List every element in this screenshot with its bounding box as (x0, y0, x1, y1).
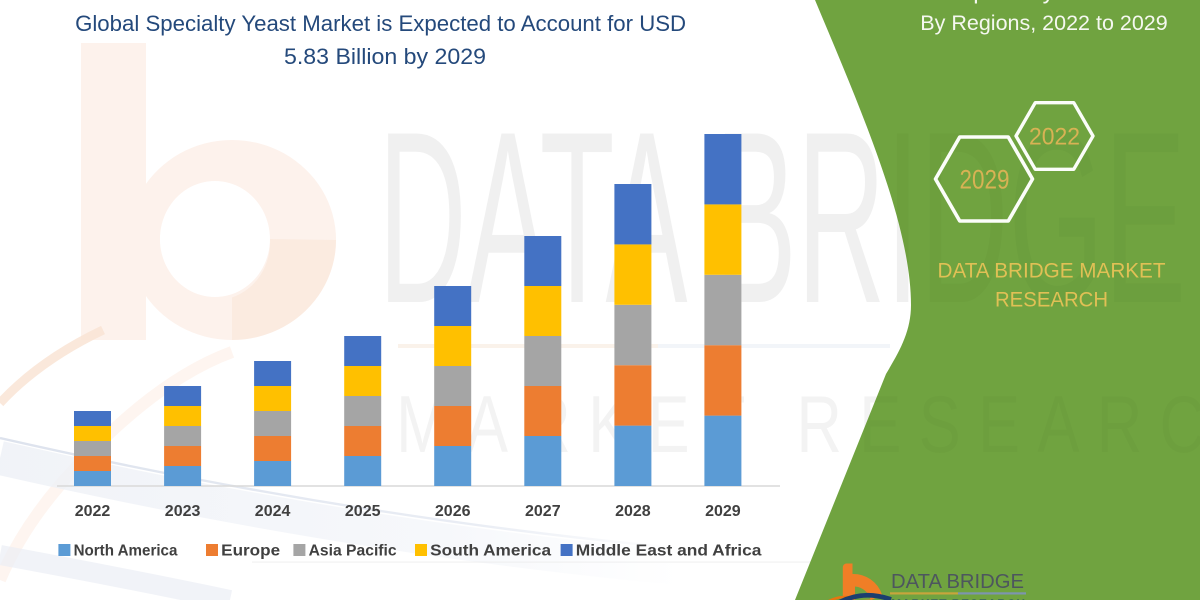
svg-text:North America: North America (74, 543, 178, 560)
svg-text:2028: 2028 (615, 503, 651, 520)
svg-text:2026: 2026 (435, 503, 471, 520)
svg-text:Europe: Europe (221, 543, 280, 560)
svg-text:Global Specialty Yeast Market: Global Specialty Yeast Market is Expecte… (75, 11, 686, 36)
svg-text:Middle East and Africa: Middle East and Africa (576, 543, 762, 560)
svg-text:2023: 2023 (165, 503, 201, 520)
svg-text:2029: 2029 (960, 165, 1010, 195)
svg-text:2029: 2029 (705, 503, 741, 520)
svg-text:By Regions, 2022 to 2029: By Regions, 2022 to 2029 (920, 11, 1167, 35)
svg-text:2022: 2022 (75, 503, 111, 520)
svg-text:2025: 2025 (345, 503, 381, 520)
svg-text:5.83 Billion by 2029: 5.83 Billion by 2029 (284, 44, 486, 69)
svg-text:MARKET RESEARCH: MARKET RESEARCH (891, 597, 1025, 600)
svg-text:Asia Pacific: Asia Pacific (309, 543, 397, 560)
svg-text:DATA BRIDGE MARKET: DATA BRIDGE MARKET (938, 259, 1166, 283)
svg-text:2022: 2022 (1029, 124, 1080, 151)
svg-text:2024: 2024 (255, 503, 291, 520)
svg-text:South America: South America (430, 543, 551, 560)
svg-text:DATA BRIDGE: DATA BRIDGE (891, 570, 1024, 593)
svg-text:RESEARCH: RESEARCH (995, 288, 1108, 312)
svg-text:Global Specialty Yeast Market,: Global Specialty Yeast Market, (881, 0, 1200, 5)
svg-text:2027: 2027 (525, 503, 561, 520)
